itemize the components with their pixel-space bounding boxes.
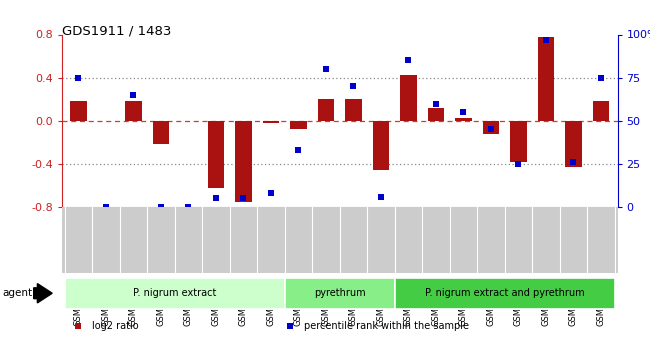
Bar bbox=[372, 121, 389, 170]
Bar bbox=[318, 99, 334, 121]
Bar bbox=[538, 37, 554, 121]
Bar bbox=[70, 101, 86, 121]
Text: agent: agent bbox=[2, 288, 32, 297]
Bar bbox=[455, 118, 472, 121]
Text: GDS1911 / 1483: GDS1911 / 1483 bbox=[62, 24, 171, 37]
Text: log2 ratio: log2 ratio bbox=[92, 322, 139, 331]
Bar bbox=[64, 278, 285, 309]
Bar bbox=[593, 101, 609, 121]
Bar bbox=[125, 101, 142, 121]
Bar bbox=[395, 278, 615, 309]
Bar bbox=[510, 121, 526, 162]
Bar bbox=[153, 121, 169, 145]
Text: percentile rank within the sample: percentile rank within the sample bbox=[304, 322, 469, 331]
Bar bbox=[235, 121, 252, 201]
Text: pyrethrum: pyrethrum bbox=[314, 288, 365, 297]
Bar bbox=[207, 121, 224, 188]
Text: P. nigrum extract: P. nigrum extract bbox=[133, 288, 216, 297]
Bar bbox=[263, 121, 279, 123]
Bar bbox=[345, 99, 361, 121]
Bar bbox=[566, 121, 582, 167]
Text: P. nigrum extract and pyrethrum: P. nigrum extract and pyrethrum bbox=[425, 288, 584, 297]
Bar bbox=[483, 121, 499, 134]
Bar bbox=[400, 76, 417, 121]
FancyArrow shape bbox=[34, 284, 52, 303]
Bar bbox=[285, 278, 395, 309]
Bar bbox=[290, 121, 307, 129]
Bar bbox=[428, 108, 444, 121]
